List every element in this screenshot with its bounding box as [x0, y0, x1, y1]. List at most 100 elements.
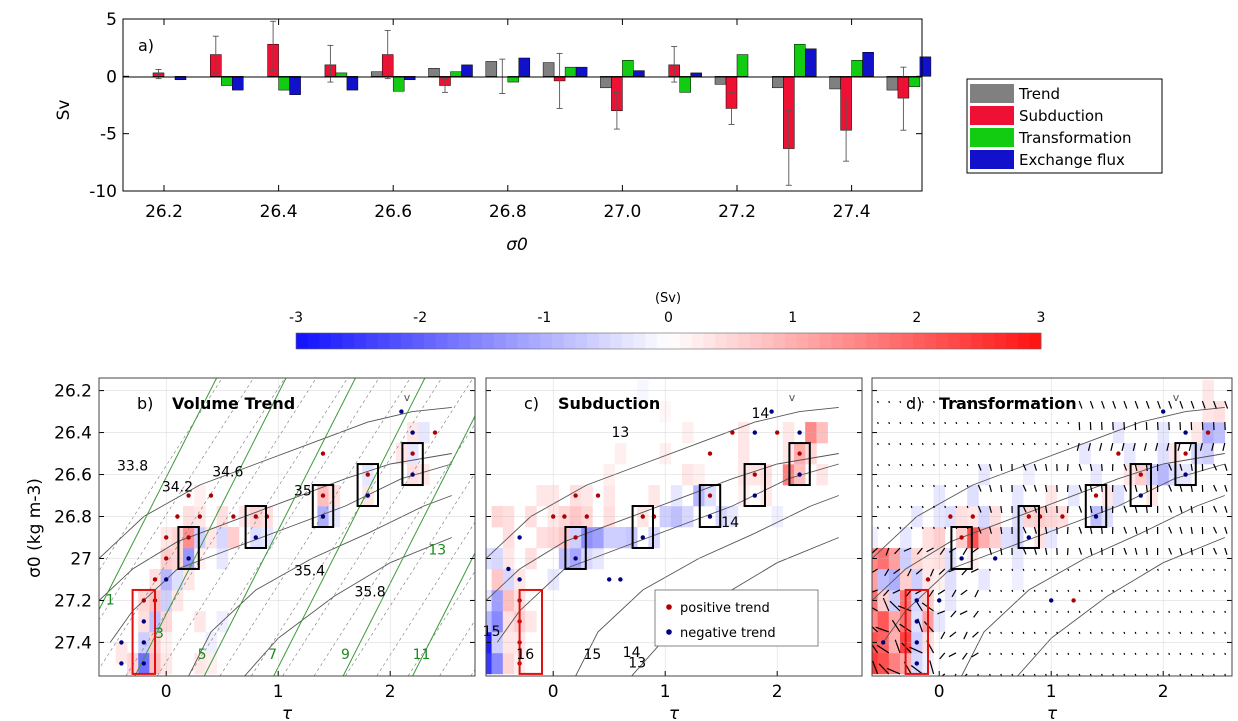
heatmap-cell	[967, 485, 979, 507]
heatmap-cell	[536, 485, 548, 507]
colorbar-cell	[307, 333, 320, 349]
vector-arrow	[888, 463, 891, 467]
heatmap-cell	[486, 652, 492, 675]
vector-arrow	[1033, 442, 1036, 446]
vector-arrow	[1123, 652, 1126, 656]
vector-arrow	[940, 631, 946, 640]
vector-arrow	[1078, 505, 1083, 513]
vector-arrow	[939, 652, 946, 660]
bar-transformation	[221, 76, 233, 86]
temperature-label: 13	[628, 656, 646, 672]
vector-arrow	[1089, 400, 1094, 409]
vector-arrow	[872, 660, 879, 675]
heatmap-x-axis-label: τ	[1047, 704, 1058, 721]
x-tick-label: 27.2	[718, 202, 756, 222]
vector-arrow	[877, 442, 879, 446]
vector-arrow	[899, 484, 902, 488]
heatmap-x-tick-label: 1	[1046, 682, 1057, 702]
vector-arrow	[966, 400, 969, 404]
x-tick-label: 27.4	[833, 202, 871, 222]
temperature-label: 1	[106, 593, 115, 609]
vector-arrow	[1045, 547, 1048, 555]
positive-trend-dot	[1093, 493, 1099, 498]
temperature-label: 5	[198, 647, 207, 663]
vector-arrow	[1224, 610, 1227, 614]
positive-trend-dot	[175, 514, 180, 519]
vector-arrow	[989, 442, 991, 446]
heatmap-cell	[967, 527, 979, 549]
colorbar-cell	[749, 333, 763, 349]
negative-trend-dot	[365, 493, 370, 498]
vector-arrow	[877, 463, 879, 467]
vector-arrow	[1067, 442, 1070, 446]
vector-arrow	[1000, 589, 1003, 593]
vector-arrow	[1199, 442, 1203, 451]
vector-arrow	[1022, 400, 1025, 404]
colorbar-cell	[854, 333, 867, 349]
x-axis-label-a: σ0	[506, 235, 528, 255]
colorbar-cell	[971, 333, 984, 349]
heatmap-y-tick-label: 26.4	[54, 424, 92, 444]
temperature-label: 9	[341, 647, 350, 663]
positive-trend-dot	[562, 514, 567, 519]
vector-arrow	[951, 589, 957, 598]
temperature-label: 16	[516, 647, 534, 663]
vector-arrow	[1033, 589, 1036, 593]
positive-trend-dot	[208, 493, 214, 498]
vector-arrow	[1101, 673, 1103, 676]
vector-arrow	[1145, 631, 1148, 635]
colorbar-title: (Sv)	[655, 291, 681, 306]
vector-arrow	[1145, 568, 1148, 572]
vector-arrow	[1033, 568, 1036, 572]
heatmap-cell	[1101, 485, 1114, 507]
positive-trend-dot	[970, 514, 975, 519]
negative-trend-dot	[119, 661, 124, 666]
heatmap-cell	[989, 527, 1002, 549]
temperature-label: 15	[583, 647, 601, 663]
vector-arrow	[1145, 652, 1148, 656]
vector-arrow	[1011, 631, 1014, 635]
colorbar-cell	[540, 333, 553, 349]
heatmap-cell	[227, 527, 240, 549]
vector-arrow	[1211, 442, 1215, 451]
colorbar-cell	[773, 333, 786, 349]
vector-arrow	[1056, 589, 1059, 593]
heatmap-cell	[194, 652, 206, 675]
negative-trend-dot	[517, 535, 522, 540]
vector-arrow	[878, 663, 890, 675]
vector-arrow	[1168, 505, 1173, 513]
vector-arrow	[973, 610, 979, 618]
legend: Trend Subduction Transformation Exchange fl…	[966, 78, 1163, 174]
vector-arrow	[885, 547, 890, 556]
positive-trend-dot	[186, 493, 191, 498]
vector-arrow	[1067, 673, 1070, 676]
vector-arrow	[944, 400, 947, 404]
bar-exchange-flux	[862, 52, 874, 77]
vector-arrow	[1033, 484, 1038, 492]
vector-arrow	[891, 619, 901, 633]
vector-arrow	[937, 610, 946, 615]
bar-exchange-flux	[575, 66, 588, 77]
vector-arrow	[1224, 484, 1228, 492]
vector-arrow	[1089, 526, 1093, 534]
salinity-contour	[376, 521, 475, 676]
vector-arrow	[1145, 589, 1148, 593]
bar-trend	[428, 68, 440, 77]
heatmap-cell	[738, 443, 750, 465]
vector-arrow	[944, 463, 947, 467]
heatmap-x-axis-label: τ	[282, 704, 293, 721]
heatmap-cell	[670, 485, 683, 507]
colorbar-tick-label: -2	[413, 310, 427, 326]
vector-arrow	[966, 442, 969, 446]
vector-arrow	[1145, 673, 1148, 676]
vector-arrow	[1045, 631, 1047, 635]
vector-arrow	[989, 673, 991, 676]
positive-trend-dot	[573, 535, 578, 540]
vector-arrow	[1179, 568, 1182, 572]
vector-arrow	[1121, 442, 1125, 451]
vector-arrow	[1011, 610, 1014, 614]
vector-arrow	[1110, 442, 1114, 451]
highlight-box	[564, 526, 587, 570]
vector-arrow	[977, 421, 980, 425]
vector-arrow	[949, 631, 957, 638]
